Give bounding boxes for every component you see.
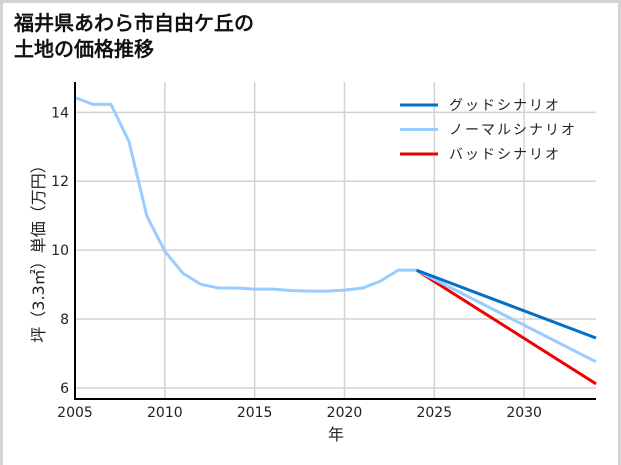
series-line: [415, 268, 597, 364]
y-tick-label: 10: [51, 243, 69, 259]
grid-lines: [74, 82, 596, 399]
chart-title: 福井県あわら市自由ケ丘の 土地の価格推移: [14, 11, 254, 61]
legend-label: ノーマルシナリオ: [449, 123, 577, 139]
series-line: [415, 268, 597, 386]
x-tick-label: 2005: [57, 405, 93, 421]
x-axis-label: 年: [328, 425, 344, 444]
series-line: [415, 268, 597, 340]
y-tick-label: 12: [51, 174, 69, 190]
y-tick-label: 6: [60, 381, 69, 397]
legend-label: バッドシナリオ: [449, 147, 561, 163]
x-tick-label: 2020: [327, 405, 363, 421]
data-lines: [74, 96, 597, 386]
y-tick-label: 8: [60, 312, 69, 328]
x-tick-label: 2010: [147, 405, 183, 421]
y-tick-label: 14: [51, 105, 69, 121]
x-tick-label: 2030: [506, 405, 542, 421]
axes: [74, 82, 596, 400]
legend-label: グッドシナリオ: [449, 98, 561, 114]
series-line: [74, 96, 417, 293]
x-tick-label: 2025: [416, 405, 452, 421]
tick-labels: 2005 2010 2015 2020 2025 2030 6 8 10 12 14: [51, 105, 542, 421]
x-tick-label: 2015: [237, 405, 273, 421]
y-axis-label: 坪（3.3㎡）単価（万円）: [29, 157, 48, 342]
